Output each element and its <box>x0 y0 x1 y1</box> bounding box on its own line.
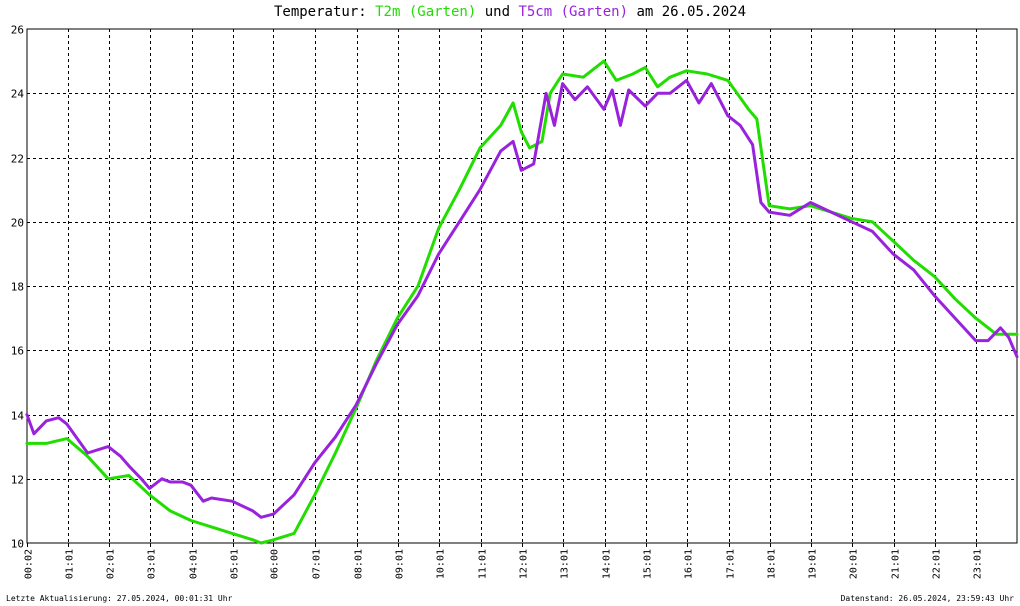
series-line-t5cm <box>25 78 1019 519</box>
title-middle: und <box>476 4 519 20</box>
title-suffix: am 26.05.2024 <box>628 4 747 20</box>
title-prefix: Temperatur: <box>273 4 376 20</box>
x-tick-label: 07:01 <box>312 549 323 579</box>
x-tick-label: 10:01 <box>436 549 447 579</box>
x-tick-label: 04:01 <box>189 549 200 579</box>
footer-last-update: Letzte Aktualisierung: 27.05.2024, 00:01… <box>6 594 233 603</box>
x-tick-label: 06:00 <box>270 549 281 579</box>
title-series2: T5cm (Garten) <box>518 4 629 20</box>
x-tick-label: 21:01 <box>891 549 902 579</box>
x-tick-label: 19:01 <box>808 549 819 579</box>
title-series1: T2m (Garten) <box>375 4 477 20</box>
y-tick-label: 16 <box>11 345 24 358</box>
y-tick-label: 10 <box>11 538 24 551</box>
x-tick-label: 02:01 <box>106 549 117 579</box>
x-tick-label: 00:02 <box>24 549 35 579</box>
x-tick-label: 01:01 <box>65 549 76 579</box>
x-tick-label: 03:01 <box>147 549 158 579</box>
y-tick-label: 18 <box>11 281 24 294</box>
x-tick-label: 09:01 <box>395 549 406 579</box>
x-tick-label: 14:01 <box>602 549 613 579</box>
x-tick-label: 22:01 <box>932 549 943 579</box>
x-tick-label: 17:01 <box>726 549 737 579</box>
x-tick-label: 20:01 <box>849 549 860 579</box>
y-tick-label: 22 <box>11 153 24 166</box>
x-tick-label: 13:01 <box>560 549 571 579</box>
y-tick-label: 26 <box>11 24 24 37</box>
x-tick-label: 11:01 <box>478 549 489 579</box>
footer-data-status: Datenstand: 26.05.2024, 23:59:43 Uhr <box>840 594 1014 603</box>
x-tick-label: 12:01 <box>519 549 530 579</box>
x-tick-label: 15:01 <box>643 549 654 579</box>
y-tick-label: 14 <box>11 410 25 423</box>
chart-title: Temperatur: T2m (Garten) und T5cm (Garte… <box>0 4 1020 20</box>
x-tick-label: 08:01 <box>354 549 365 579</box>
x-tick-label: 05:01 <box>230 549 241 579</box>
y-tick-label: 24 <box>11 88 25 101</box>
y-tick-label: 20 <box>11 217 24 230</box>
y-tick-label: 12 <box>11 474 24 487</box>
x-tick-label: 18:01 <box>767 549 778 579</box>
x-tick-label: 16:01 <box>684 549 695 579</box>
x-tick-label: 23:01 <box>973 549 984 579</box>
